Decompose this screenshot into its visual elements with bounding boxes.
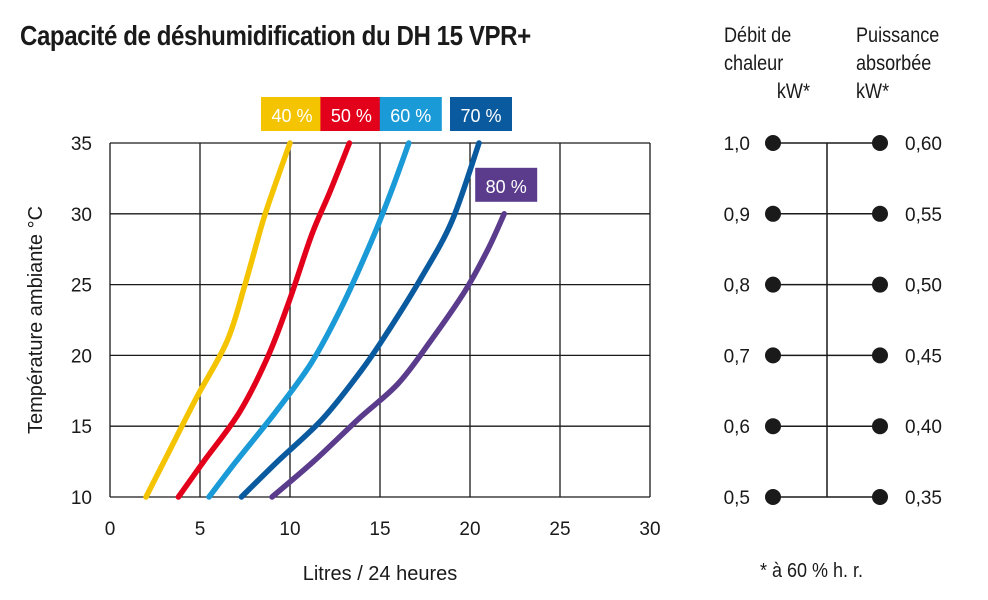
heat-output-value: 0,8 [724,276,750,297]
heat-output-dot [765,418,781,435]
y-tick-label: 20 [71,346,92,367]
heat-output-dot [765,205,781,222]
power-input-dot [872,276,888,293]
legend-badge-4 [450,97,512,131]
y-tick-label: 30 [71,205,92,226]
heat-output-dot [765,347,781,364]
heat-output-value: 1,0 [724,134,750,155]
series-line-5 [269,211,507,500]
x-tick-label: 10 [279,519,300,540]
x-tick-label: 5 [195,519,206,540]
power-input-header: Puissance absorbée kW* [856,22,939,106]
heat-output-header-line2: chaleur [724,52,784,75]
x-axis-title: Litres / 24 heures [303,563,458,585]
legend-label-4: 70 % [460,106,501,126]
legend-badge-1 [261,97,323,131]
power-input-header-line1: Puissance [856,24,940,47]
power-input-value: 0,40 [905,417,942,438]
heat-output-dot [765,489,781,505]
x-tick-label: 15 [369,519,390,540]
power-input-dot [872,489,888,505]
series-line-2 [175,140,353,500]
power-input-unit: kW* [856,80,890,103]
heat-output-header: Débit de chaleur kW* [724,22,810,106]
power-input-value: 0,50 [905,276,942,297]
heat-output-value: 0,6 [724,417,750,438]
y-tick-label: 35 [71,134,92,155]
heat-output-unit: kW* [776,80,810,103]
legend-label-3: 60 % [390,106,431,126]
power-input-header-line2: absorbée [856,52,932,75]
x-tick-label: 30 [639,519,660,540]
legend-badge-2 [320,97,383,131]
heat-output-dot [765,135,781,151]
power-input-dot [872,205,888,222]
legend-label-2: 50 % [331,106,372,126]
x-tick-label: 25 [549,519,570,540]
chart-title: Capacité de déshumidification du DH 15 V… [20,20,531,51]
power-input-dot [872,347,888,364]
power-input-value: 0,55 [905,205,942,226]
y-tick-label: 15 [71,417,92,438]
heat-output-header-line1: Débit de [724,24,792,47]
power-input-value: 0,60 [905,134,942,155]
legend-badge-5 [475,167,538,202]
series-line-1 [143,140,293,500]
power-input-value: 0,35 [905,488,942,509]
series-line-3 [206,140,412,500]
heat-output-value: 0,5 [724,488,750,509]
power-input-dot [872,135,888,151]
x-tick-label: 0 [105,519,116,540]
heat-output-dot [765,276,781,293]
footnote: * à 60 % h. r. [760,560,864,582]
y-tick-label: 10 [71,488,92,509]
y-axis-title: Température ambiante °C [25,206,47,434]
legend-badge-3 [379,97,442,131]
legend-label-1: 40 % [271,106,312,126]
y-tick-label: 25 [71,276,92,297]
power-input-value: 0,45 [905,346,942,367]
heat-output-value: 0,9 [724,205,750,226]
heat-output-value: 0,7 [724,346,750,367]
series-line-4 [238,140,482,500]
legend-label-5: 80 % [486,177,527,197]
x-tick-label: 20 [459,519,480,540]
power-input-dot [872,418,888,435]
